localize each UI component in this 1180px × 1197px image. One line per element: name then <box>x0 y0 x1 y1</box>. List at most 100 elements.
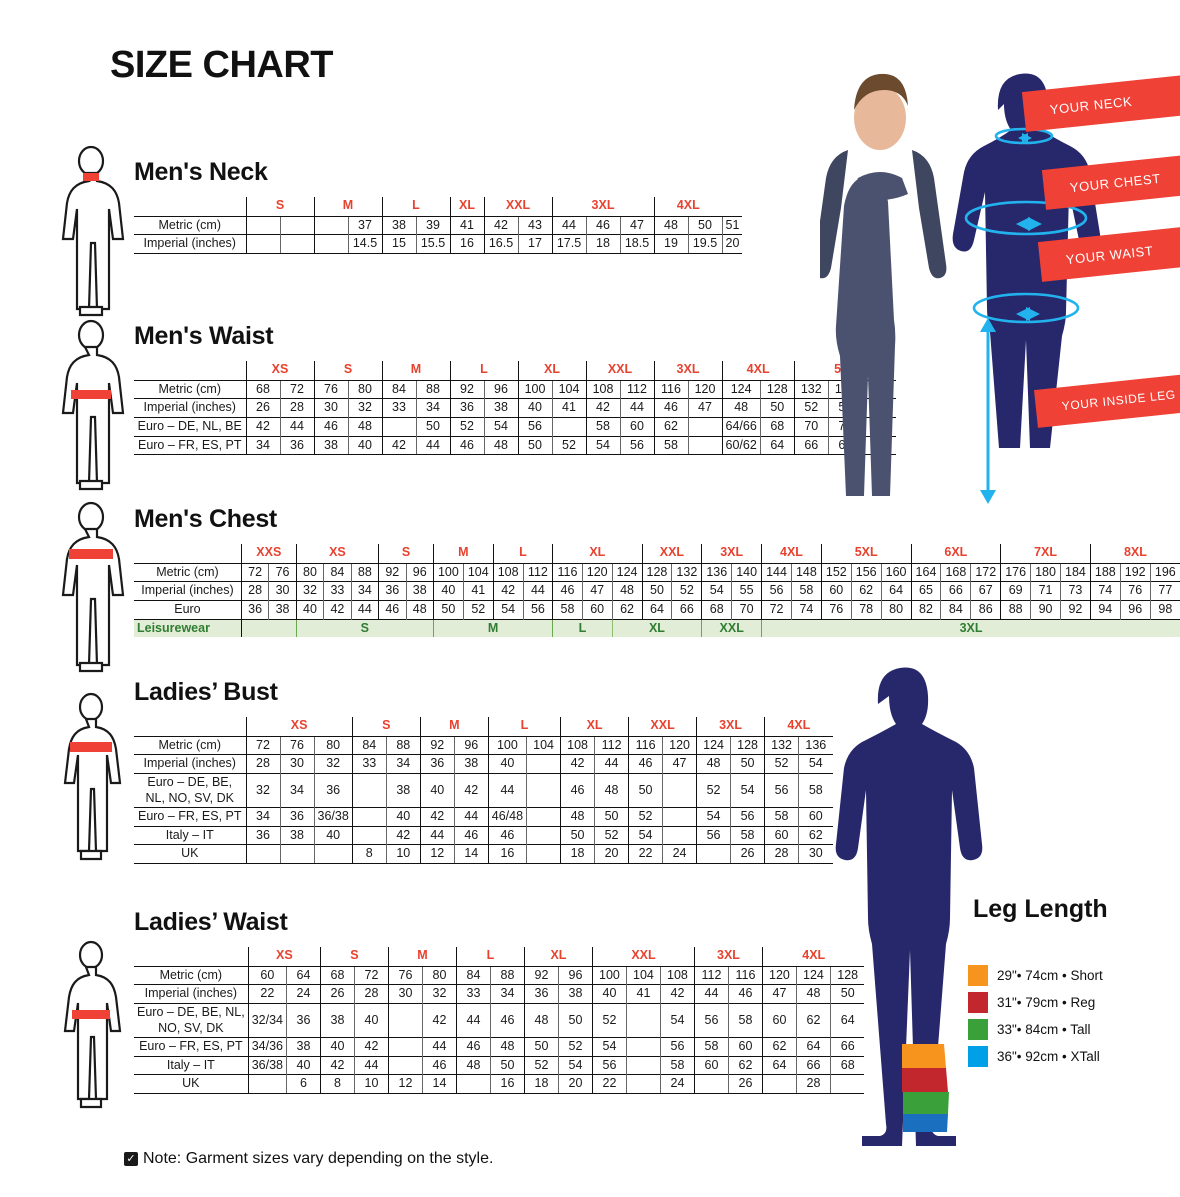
table-cell: 172 <box>970 562 1001 582</box>
table-cell: 33 <box>381 398 416 418</box>
measure-arrows <box>964 127 1088 324</box>
table-cell: 64 <box>880 581 912 601</box>
table-cell: 136 <box>701 562 732 582</box>
table-cell: 76 <box>313 379 348 399</box>
table-cell: 50 <box>759 398 795 418</box>
table-row: Imperial (inches) 22 24 26 28 30 32 33 34 36 38 40 4… <box>134 984 865 1004</box>
table-cell <box>245 844 280 864</box>
table-cell: 34 <box>245 435 280 456</box>
ribbon-label: YOUR CHEST <box>1069 170 1162 195</box>
table-cell: 18 <box>560 844 595 864</box>
table-cell: 12 <box>387 1074 423 1094</box>
table-cell: 47 <box>619 215 654 235</box>
table-cell: 50 <box>641 581 672 601</box>
table-cell: 34/36 <box>247 1037 287 1057</box>
table-cell: 92 <box>523 965 559 985</box>
table-cell: 50 <box>560 825 595 845</box>
table-cell: 33 <box>455 984 491 1004</box>
table-cell: 32 <box>245 772 280 808</box>
header-corner <box>134 197 246 216</box>
table-cell: 32 <box>313 754 353 774</box>
table-cell: 40 <box>353 1002 389 1038</box>
header-corner <box>134 544 241 563</box>
legend-color-swatch <box>968 965 988 986</box>
size-group-header: XL <box>517 361 586 381</box>
table-cell: 80 <box>421 965 457 985</box>
table-cell <box>351 772 387 808</box>
table-cell: 84 <box>351 735 387 755</box>
table-cell: 54 <box>585 435 620 456</box>
table-cell: 48 <box>560 807 595 827</box>
table-cell: 60 <box>693 1055 729 1075</box>
table-cell: 64 <box>641 599 672 619</box>
table-cell: 88 <box>350 562 379 582</box>
table-cell: 104 <box>551 379 586 399</box>
size-group-header: S <box>378 544 434 564</box>
table-cell: 51 <box>721 215 743 235</box>
table-cell: 62 <box>653 416 688 436</box>
table-cell: 36 <box>378 581 406 601</box>
table-row: Imperial (inches) 28 30 32 33 34 36 38 40 42 44 46 4… <box>134 754 833 774</box>
table-cell: 26 <box>245 398 280 418</box>
table-cell: 48 <box>721 398 761 418</box>
table-cell: 40 <box>591 984 627 1004</box>
table-cell: 140 <box>731 562 762 582</box>
row-label: Euro – FR, ES, PT <box>134 1037 249 1057</box>
table-cell: 58 <box>727 1002 763 1038</box>
table-cell: 20 <box>721 234 743 254</box>
table-cell: 30 <box>387 984 423 1004</box>
table-cell: 30 <box>313 398 348 418</box>
table-cell: 160 <box>880 562 912 582</box>
table-cell: 48 <box>653 215 688 235</box>
table-cell: 34 <box>245 807 280 827</box>
size-group-header: 4XL <box>764 717 833 737</box>
table-cell: 17.5 <box>551 234 586 254</box>
table-cell: 96 <box>453 735 489 755</box>
row-label: Imperial (inches) <box>134 234 247 254</box>
table-cell: 50 <box>829 984 865 1004</box>
legend-item: 36"• 92cm • XTall <box>968 1043 1103 1070</box>
table-cell: 60 <box>247 965 287 985</box>
table-cell: 54 <box>659 1002 695 1038</box>
table-row: Imperial (inches) 26 28 30 32 33 34 36 38 40 41 42 4… <box>134 398 897 418</box>
size-group-header: 6XL <box>910 544 1001 564</box>
table-cell: 46 <box>552 581 583 601</box>
table-cell: 34 <box>385 754 421 774</box>
table-cell: 116 <box>653 379 688 399</box>
page-title: SIZE CHART <box>110 44 334 86</box>
table-cell: 47 <box>687 398 722 418</box>
table-cell: 15.5 <box>415 234 450 254</box>
table-cell: 52 <box>793 398 829 418</box>
size-group-header: 7XL <box>1000 544 1091 564</box>
table-cell: 108 <box>659 965 695 985</box>
table-cell: 54 <box>557 1055 593 1075</box>
table-cell: 88 <box>415 379 450 399</box>
table-cell: 26 <box>730 844 765 864</box>
legend-label: 29"• 74cm • Short <box>997 968 1103 983</box>
row-label: Euro – FR, ES, PT <box>134 807 247 827</box>
table-cell: 42 <box>560 754 595 774</box>
table-cell: 80 <box>347 379 382 399</box>
table-cell: 32 <box>295 581 324 601</box>
table-cell: 28 <box>240 581 269 601</box>
table-cell: 60 <box>619 416 654 436</box>
table-cell <box>761 1074 797 1094</box>
table-cell: 58 <box>730 825 765 845</box>
size-group-header: XXL <box>585 361 654 381</box>
table-cell: 50 <box>687 215 722 235</box>
table-cell: 62 <box>850 581 882 601</box>
table-cell: 116 <box>628 735 663 755</box>
legend-item: 31"• 79cm • Reg <box>968 989 1103 1016</box>
table-cell: 55 <box>731 581 762 601</box>
table-cell: 24 <box>659 1074 695 1094</box>
table-cell: 76 <box>279 735 314 755</box>
size-group-header: M <box>313 197 382 217</box>
table-cell: 44 <box>551 215 586 235</box>
table-cell <box>829 1074 865 1094</box>
row-label: Imperial (inches) <box>134 581 242 601</box>
row-label: Imperial (inches) <box>134 984 249 1004</box>
table-cell <box>625 1055 661 1075</box>
table-cell: 112 <box>522 562 553 582</box>
table-cell: 42 <box>659 984 695 1004</box>
footer-note-text: Note: Garment sizes vary depending on th… <box>143 1150 494 1167</box>
